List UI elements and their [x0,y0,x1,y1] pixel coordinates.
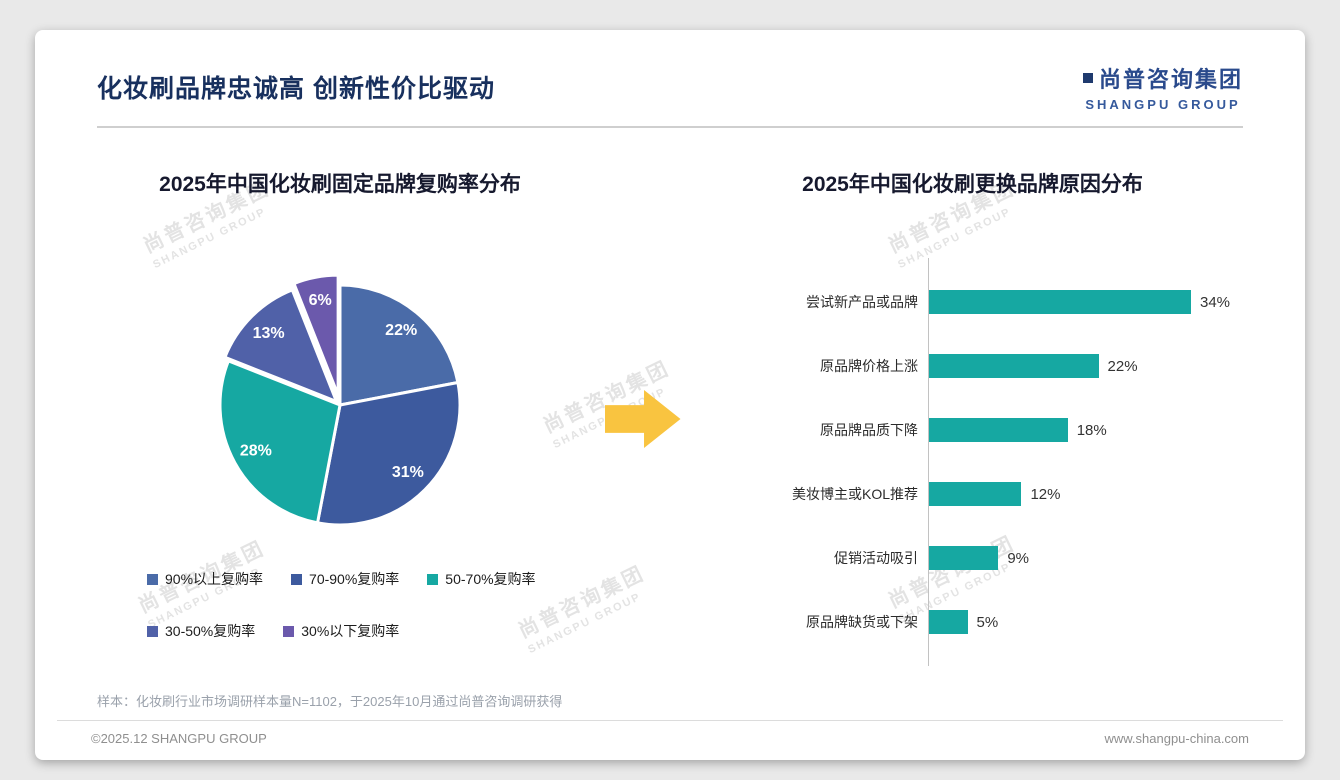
bar [929,290,1191,314]
slide-card: 尚普咨询集团 SHANGPU GROUP 尚普咨询集团 SHANGPU GROUP 尚普… [35,30,1305,760]
footer-website: www.shangpu-china.com [1104,731,1249,746]
legend-item: 50-70%复购率 [427,569,536,589]
bar-chart-title: 2025年中国化妆刷更换品牌原因分布 [802,173,1143,196]
page-title: 化妆刷品牌忠诚高 创新性价比驱动 [97,75,495,103]
pie-slice [316,381,462,527]
bar-chart: 尝试新产品或品牌 34% 原品牌价格上涨 22% 原品牌品质下降 18% 美妆博主或KOL推… [700,258,1245,666]
bar-axis-line [928,258,929,666]
bar-category-label: 原品牌缺货或下架 [806,614,918,630]
legend-item: 30%以下复购率 [283,621,399,641]
bar-category-label: 美妆博主或KOL推荐 [791,486,918,502]
logo-cn-text: 尚普咨询集团 [1098,67,1243,92]
logo-en-text: SHANGPU GROUP [1085,97,1241,112]
legend-row: 30-50%复购率 30%以下复购率 [147,621,585,641]
bar-value-label: 12% [1030,485,1061,503]
pie-slice-label: 31% [392,464,424,481]
pie-slice-label: 28% [240,442,272,459]
flow-arrow-icon [604,390,681,448]
pie-legend: 90%以上复购率 70-90%复购率 50-70%复购率 30-50%复购率 30%以下… [95,569,585,673]
bar [929,482,1022,506]
pie-slice [223,288,338,403]
legend-marker [147,573,158,585]
bar-row: 美妆博主或KOL推荐 12% [700,462,1245,526]
legend-row: 90%以上复购率 70-90%复购率 50-70%复购率 [147,569,585,589]
bar-cell: 5% [928,610,1245,634]
pie-chart-title: 2025年中国化妆刷固定品牌复购率分布 [159,173,521,196]
bar-cell: 9% [928,546,1245,570]
bar-category-label: 尝试新产品或品牌 [806,294,918,310]
bar-value-label: 18% [1076,421,1107,439]
bar-cell: 12% [928,482,1245,506]
bar-cell: 18% [928,418,1245,442]
pie-slice-label: 22% [385,322,417,339]
arrow-column [585,128,700,691]
bar-value-label: 34% [1200,293,1231,311]
bar-row: 原品牌缺货或下架 5% [700,590,1245,654]
legend-marker [283,625,295,637]
bar-cell: 34% [928,290,1245,314]
pie-slice-label: 6% [309,292,332,309]
sample-note: 样本：化妆刷行业市场调研样本量N=1102，于2025年10月通过尚普咨询调研获… [97,694,563,709]
pie-chart-wrap: 22% 31% 28% 13% 6% [180,250,500,555]
bar-section: 2025年中国化妆刷更换品牌原因分布 尝试新产品或品牌 34% 原品牌价格上涨 22%… [700,128,1245,691]
bar-row: 原品牌价格上涨 22% [700,334,1245,398]
pie-slice-label: 13% [253,325,285,342]
bar-value-label: 22% [1107,357,1138,375]
legend-marker [291,573,303,585]
company-logo: 尚普咨询集团 SHANGPU GROUP [1082,62,1243,112]
footer-copyright: ©2025.12 SHANGPU GROUP [91,731,267,746]
legend-label: 90%以上复购率 [165,571,264,587]
pie-slice [218,359,342,525]
bar-value-label: 9% [1007,549,1030,567]
pie-slice [338,283,460,407]
pie-section: 2025年中国化妆刷固定品牌复购率分布 22% 31% 28% 13% 6% 90%以上… [95,128,585,691]
bar [929,418,1068,442]
header: 化妆刷品牌忠诚高 创新性价比驱动 尚普咨询集团 SHANGPU GROUP [97,62,1243,128]
bar [929,610,968,634]
bar-row: 尝试新产品或品牌 34% [700,270,1245,334]
legend-label: 30-50%复购率 [165,623,256,639]
legend-item: 90%以上复购率 [147,569,263,589]
logo-mark-icon [1082,73,1093,83]
content: 2025年中国化妆刷固定品牌复购率分布 22% 31% 28% 13% 6% 90%以上… [35,128,1305,691]
bar-category-label: 原品牌价格上涨 [820,358,918,374]
bar-category-label: 原品牌品质下降 [820,422,918,438]
legend-label: 30%以下复购率 [301,623,400,639]
legend-marker [147,625,158,637]
footer-bar: ©2025.12 SHANGPU GROUP www.shangpu-china… [57,720,1283,760]
logo-cn: 尚普咨询集团 [1082,62,1243,94]
bar [929,546,999,570]
bar [929,354,1099,378]
legend-item: 70-90%复购率 [291,569,399,589]
bar-cell: 22% [928,354,1245,378]
bar-row: 促销活动吸引 9% [700,526,1245,590]
bar-row: 原品牌品质下降 18% [700,398,1245,462]
pie-chart: 22% 31% 28% 13% 6% [218,273,462,527]
legend-label: 70-90%复购率 [309,571,400,587]
bar-rows: 尝试新产品或品牌 34% 原品牌价格上涨 22% 原品牌品质下降 18% 美妆博主或KOL推… [700,270,1245,654]
legend-label: 50-70%复购率 [445,571,536,587]
pie-slice [292,273,340,397]
legend-marker [427,573,439,585]
legend-item: 30-50%复购率 [147,621,255,641]
bar-value-label: 5% [976,613,999,631]
bar-category-label: 促销活动吸引 [834,550,918,566]
